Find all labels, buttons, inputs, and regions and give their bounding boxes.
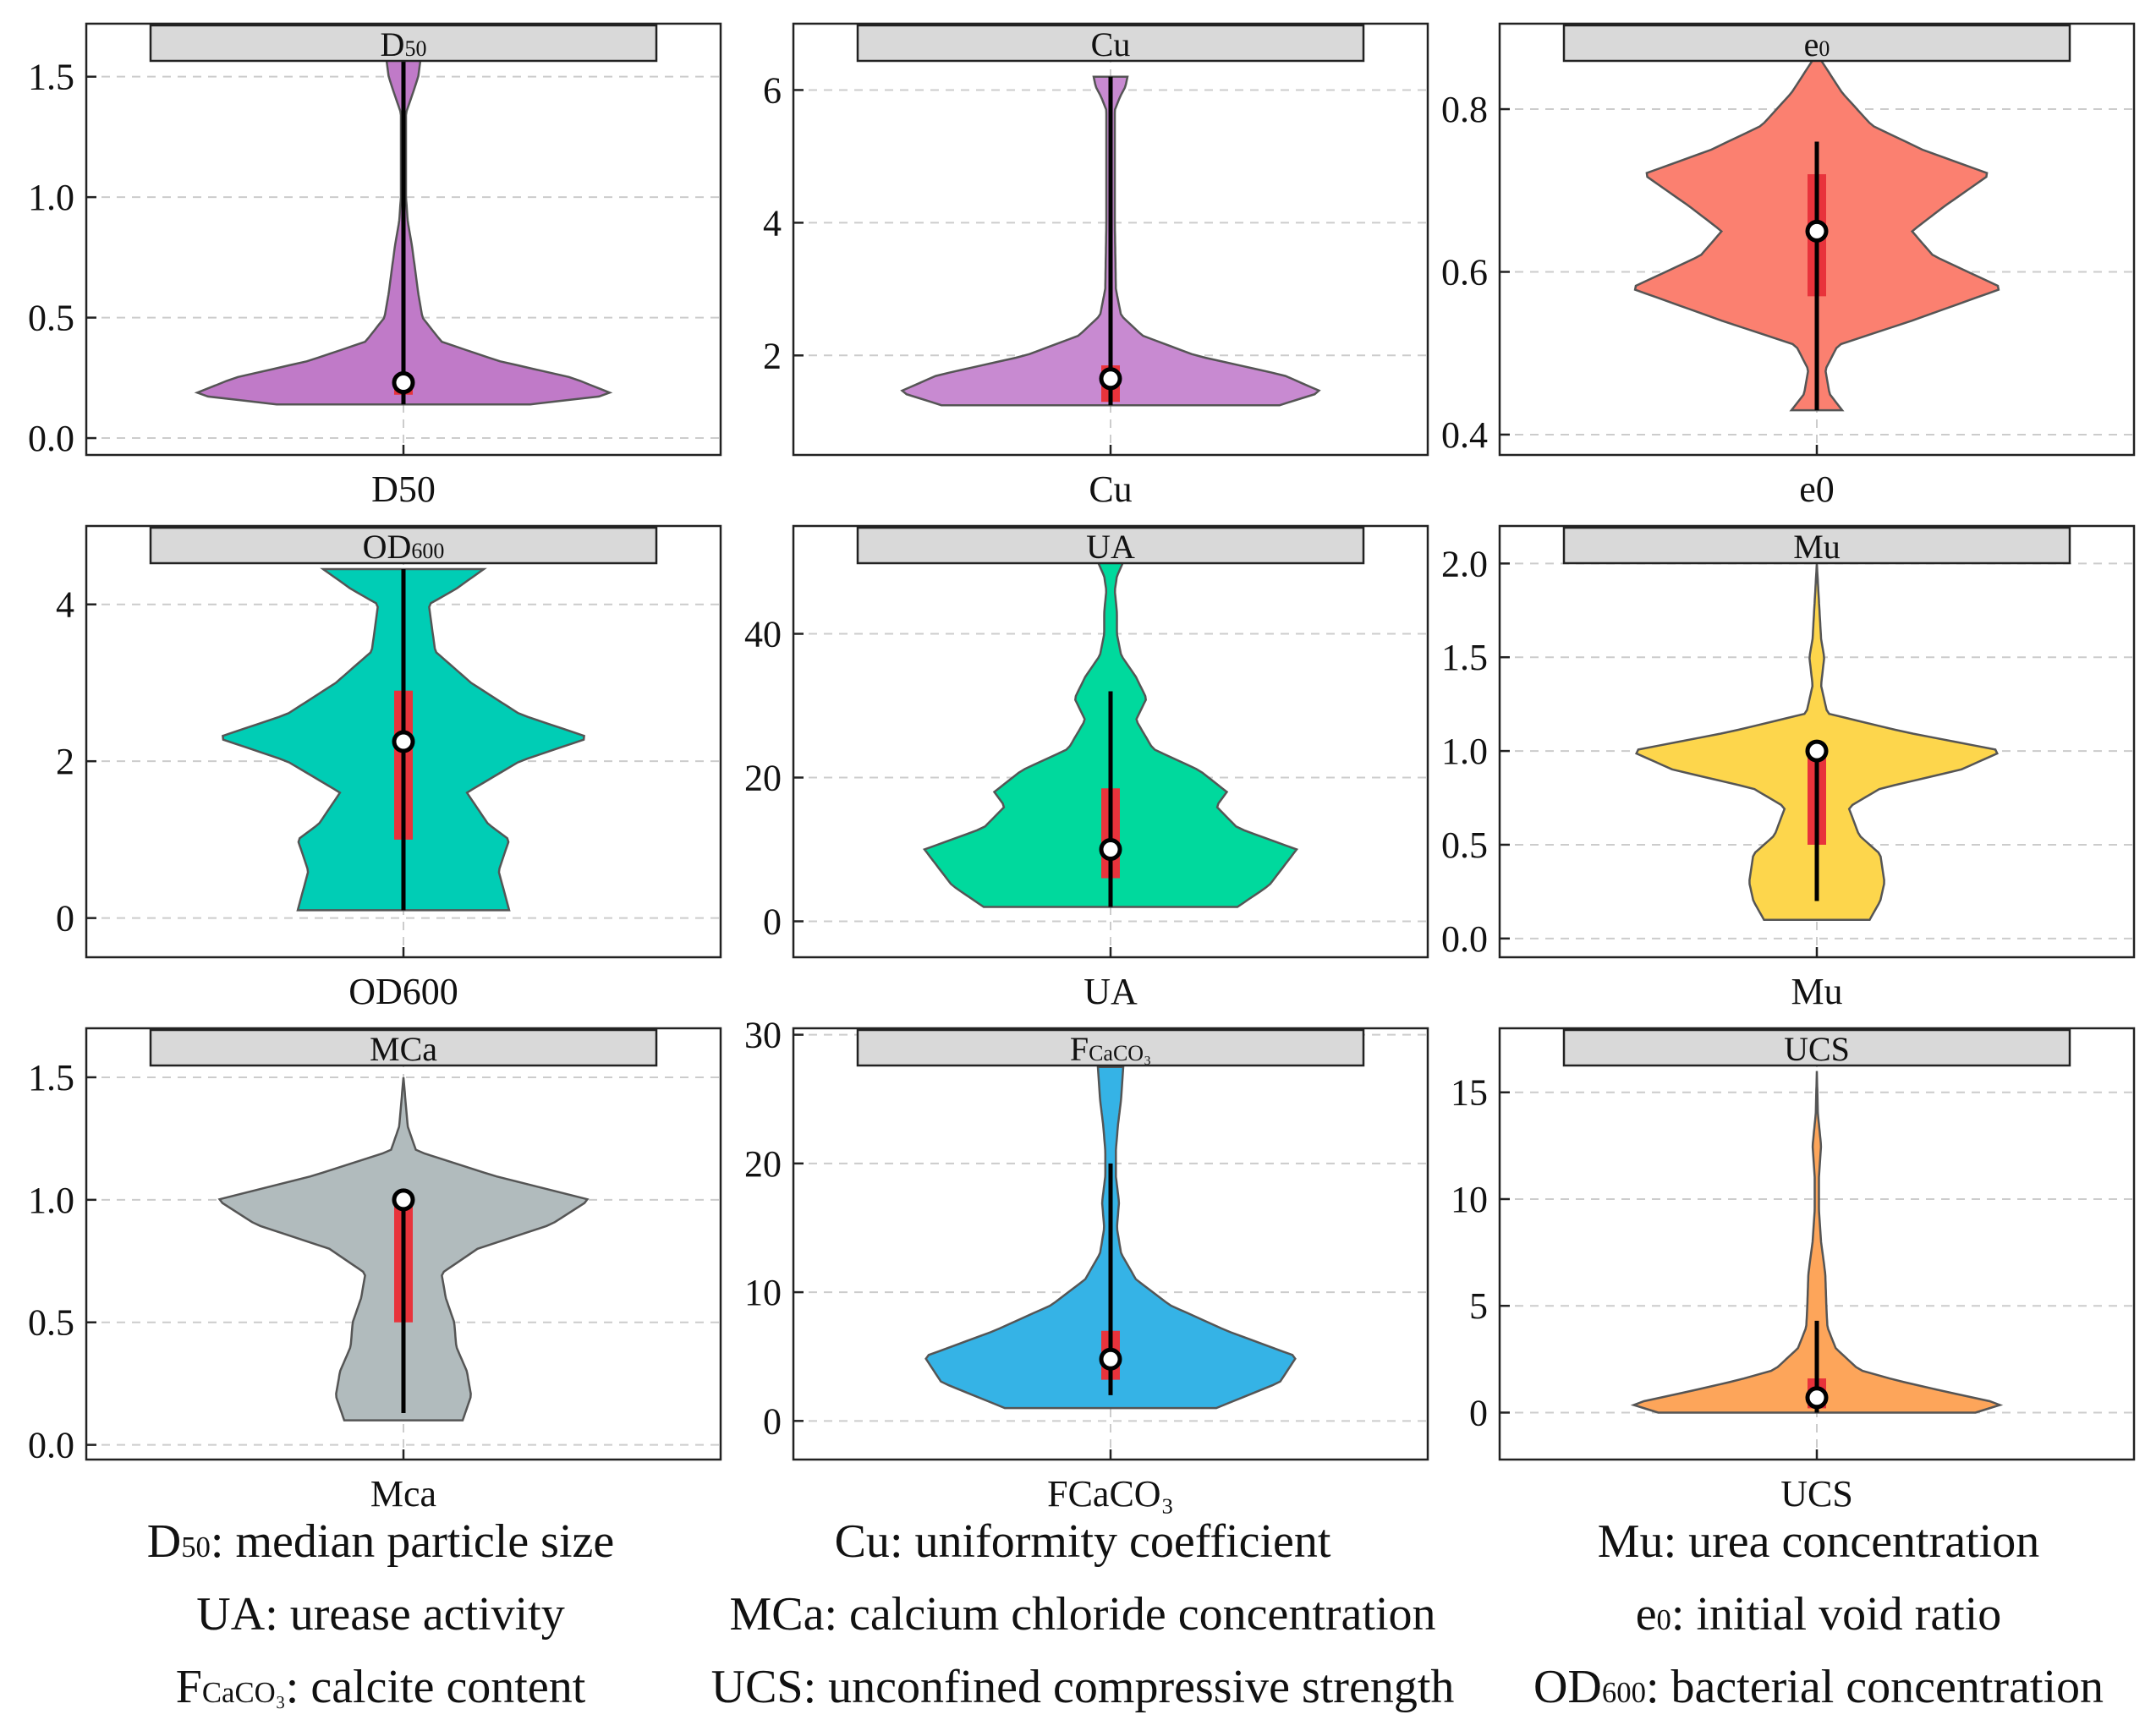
median-marker: [392, 730, 415, 753]
y-tick-label: 1.0: [1441, 731, 1488, 772]
y-tick-label: 15: [1451, 1072, 1488, 1114]
legend-column-2: Cu: uniformity coefficient MCa: calcium …: [694, 1505, 1472, 1723]
violin-body: [1630, 1071, 2004, 1414]
y-tick-label: 1.0: [28, 1180, 74, 1221]
panel-title: OD600: [363, 528, 445, 566]
median-marker: [1099, 838, 1122, 861]
legend-item-e0: e0: initial void ratio: [1635, 1588, 2002, 1641]
x-axis-label: e0: [1799, 468, 1835, 510]
legend-item-fcaco3: FCaCO₃: calcite content: [175, 1661, 586, 1713]
median-marker: [1805, 219, 1829, 243]
y-tick-label: 0: [763, 901, 782, 943]
violin-panel-mca: 0.0 0.5 1.0 1.5 MCa Mca: [28, 1027, 722, 1515]
panel-strip: [1562, 526, 2071, 565]
y-tick-label: 0.0: [28, 418, 74, 459]
y-tick-label: 0.5: [28, 298, 74, 339]
median-marker: [1805, 739, 1829, 763]
median-marker: [1099, 367, 1122, 391]
legend-item-d50: D50: median particle size: [146, 1515, 615, 1568]
y-tick-label: 40: [744, 614, 782, 655]
y-tick-label: 4: [763, 202, 782, 244]
legend-item-ua: UA: urease activity: [196, 1588, 565, 1641]
y-tick-label: 0.8: [1441, 89, 1488, 130]
y-tick-label: 0: [763, 1400, 782, 1442]
legend-item-mu: Mu: urea concentration: [1597, 1515, 2040, 1568]
violin-panel-ucs: 0 5 10 15 UCS UCS: [1451, 1027, 2136, 1515]
median-marker: [1805, 1386, 1829, 1410]
x-axis-label: D50: [371, 468, 436, 510]
panel-title: FCaCO₃: [1070, 1030, 1151, 1068]
violin-panel-mu: 0.0 0.5 1.0 1.5 2.0 Mu Mu: [1441, 524, 2136, 1012]
violin-panel-ua: 0 20 40 UA UA: [744, 524, 1429, 1012]
y-tick-label: 0.5: [28, 1302, 74, 1344]
panel-title: UA: [1086, 528, 1135, 566]
panel-title: D50: [381, 25, 427, 63]
panel-strip: [856, 24, 1365, 63]
y-tick-label: 20: [744, 1143, 782, 1185]
y-tick-label: 2: [56, 741, 74, 782]
panel-title: UCS: [1784, 1030, 1850, 1068]
y-tick-label: 0: [56, 898, 74, 939]
y-tick-label: 6: [763, 69, 782, 111]
y-tick-label: 1.5: [28, 1057, 74, 1098]
x-axis-label: OD600: [348, 971, 458, 1012]
violin-panel-cu: 2 4 6 Cu Cu: [763, 22, 1429, 510]
y-tick-label: 4: [56, 584, 74, 626]
y-tick-label: 5: [1469, 1285, 1488, 1327]
x-axis-label: Cu: [1089, 468, 1132, 510]
x-axis-label: UA: [1083, 971, 1138, 1012]
y-tick-label: 30: [744, 1015, 782, 1056]
panel-title: MCa: [370, 1030, 437, 1068]
panel-strip: [149, 24, 658, 63]
y-tick-label: 0.5: [1441, 824, 1488, 866]
panel-title: Mu: [1793, 528, 1841, 566]
y-tick-label: 1.5: [28, 57, 74, 98]
median-marker: [1099, 1347, 1122, 1371]
legend-item-cu: Cu: uniformity coefficient: [834, 1515, 1331, 1568]
panel-strip: [149, 526, 658, 565]
y-tick-label: 2.0: [1441, 543, 1488, 584]
y-tick-label: 2: [763, 335, 782, 376]
panel-strip: [856, 1028, 1365, 1067]
violin-panel-od600: 0 2 4 OD600 OD600: [56, 524, 722, 1012]
y-tick-label: 0.4: [1441, 414, 1488, 456]
x-axis-label: Mca: [370, 1473, 436, 1515]
x-axis-label: UCS: [1780, 1473, 1853, 1515]
y-tick-label: 10: [744, 1272, 782, 1313]
panel-title: Cu: [1091, 25, 1131, 63]
y-tick-label: 0.6: [1441, 251, 1488, 293]
legend-item-ucs: UCS: unconfined compressive strength: [710, 1661, 1455, 1713]
violin-figure: 0.0 0.5 1.0 1.5 D50 D50 2 4 6 Cu Cu 0.4 0.6 0.8 e0 e0 0 2…: [28, 22, 2136, 1515]
panel-title: e0: [1804, 25, 1830, 63]
panel-strip: [856, 526, 1365, 565]
panel-strip: [1562, 1028, 2071, 1067]
violin-panel-fcaco3: 0 10 20 30 FCaCO₃ FCaCO₃: [744, 1015, 1429, 1515]
median-marker: [392, 1188, 415, 1212]
y-tick-label: 20: [744, 758, 782, 799]
y-tick-label: 0.0: [28, 1425, 74, 1466]
x-axis-label: Mu: [1791, 971, 1842, 1012]
y-tick-label: 10: [1451, 1179, 1488, 1220]
y-tick-label: 0: [1469, 1392, 1488, 1433]
legend-column-3: Mu: urea concentration e0: initial void …: [1489, 1505, 2148, 1723]
panel-strip: [1562, 24, 2071, 63]
x-axis-label: FCaCO₃: [1047, 1473, 1174, 1515]
median-marker: [392, 371, 415, 395]
legend-item-mca: MCa: calcium chloride concentration: [729, 1588, 1436, 1641]
legend-item-od600: OD600: bacterial concentration: [1533, 1661, 2104, 1713]
y-tick-label: 1.5: [1441, 637, 1488, 678]
legend-column-1: D50: median particle size UA: urease act…: [34, 1505, 727, 1723]
violin-panel-d50: 0.0 0.5 1.0 1.5 D50 D50: [28, 22, 722, 510]
y-tick-label: 1.0: [28, 177, 74, 218]
panel-strip: [149, 1028, 658, 1067]
y-tick-label: 0.0: [1441, 918, 1488, 960]
violin-panel-e0: 0.4 0.6 0.8 e0 e0: [1441, 22, 2136, 510]
